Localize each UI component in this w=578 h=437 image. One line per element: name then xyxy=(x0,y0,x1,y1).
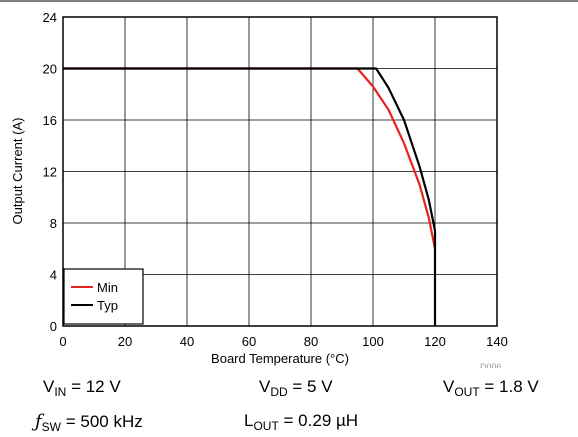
condition-vin: VIN = 12 V xyxy=(43,377,121,399)
plot-frame xyxy=(62,16,498,327)
x-tick-label: 80 xyxy=(304,334,318,349)
x-tick-label: 20 xyxy=(118,334,132,349)
series-layer xyxy=(63,67,437,326)
x-tick-label: 60 xyxy=(242,334,256,349)
derating-chart: 0 20 40 60 80 100 120 140 0 4 8 12 16 20 24 Min Typ Bo… xyxy=(0,0,578,368)
tick-labels: 0 20 40 60 80 100 120 140 0 4 8 12 16 20 24 xyxy=(43,10,508,349)
y-tick-label: 4 xyxy=(50,268,57,283)
x-tick-label: 0 xyxy=(59,334,66,349)
condition-fsw: ƒSW = 500 kHz xyxy=(35,411,143,434)
condition-vout: VOUT = 1.8 V xyxy=(443,377,539,399)
legend-label-min: Min xyxy=(97,280,118,295)
x-tick-label: 140 xyxy=(486,334,508,349)
series-line-min xyxy=(63,67,437,250)
y-tick-label: 20 xyxy=(43,62,57,77)
condition-vdd: VDD = 5 V xyxy=(259,377,333,399)
legend-label-typ: Typ xyxy=(97,298,118,313)
series-line-typ xyxy=(63,67,437,326)
y-tick-label: 0 xyxy=(50,319,57,334)
y-tick-label: 8 xyxy=(50,216,57,231)
condition-lout: LOUT = 0.29 µH xyxy=(244,411,359,433)
y-tick-label: 16 xyxy=(43,113,57,128)
figure-id: D006 xyxy=(480,362,502,368)
y-tick-label: 24 xyxy=(43,10,57,25)
x-tick-label: 40 xyxy=(180,334,194,349)
y-tick-label: 12 xyxy=(43,165,57,180)
x-tick-label: 100 xyxy=(362,334,384,349)
legend-box xyxy=(63,268,144,325)
x-axis-label: Board Temperature (°C) xyxy=(211,351,349,366)
x-tick-label: 120 xyxy=(424,334,446,349)
y-axis-label: Output Current (A) xyxy=(10,118,25,225)
legend: Min Typ xyxy=(63,268,144,325)
